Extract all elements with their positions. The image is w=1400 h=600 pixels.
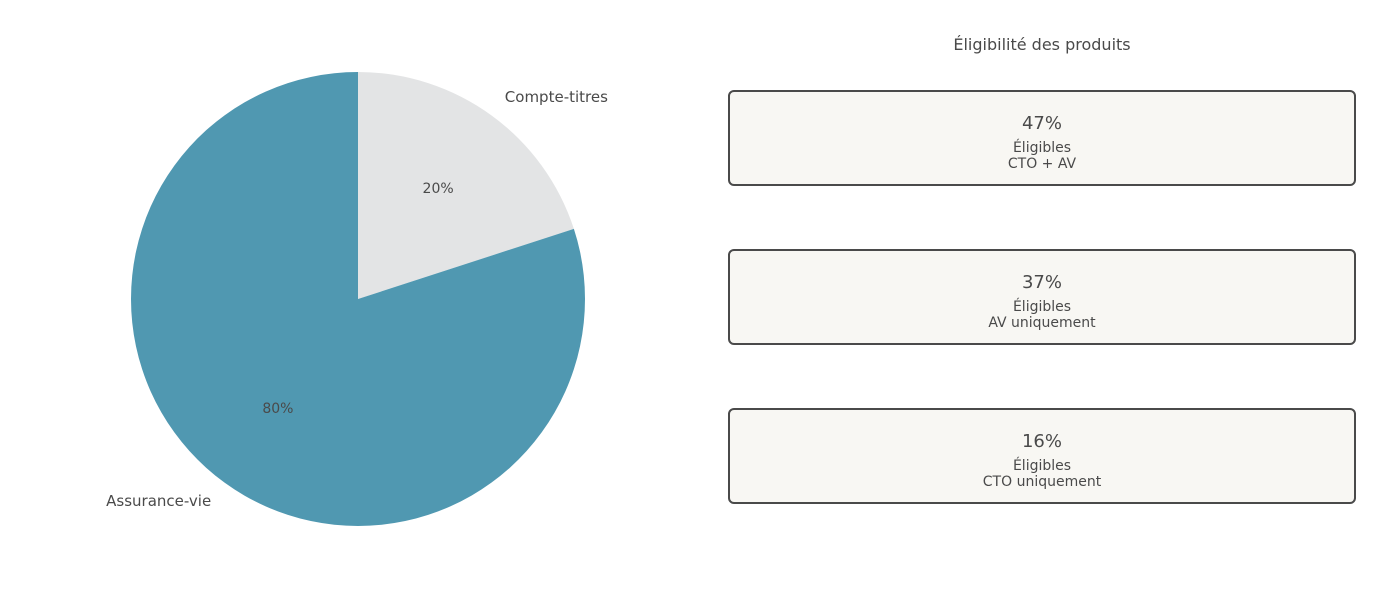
- card-sublabel: CTO uniquement: [982, 474, 1102, 490]
- eligibility-card-cto-av: 47% Éligibles CTO + AV: [728, 90, 1356, 186]
- pie-chart: 20% Compte-titres 80% Assurance-vie: [106, 72, 608, 526]
- eligibility-card-cto-only: 16% Éligibles CTO uniquement: [728, 408, 1356, 504]
- card-sublabel: AV uniquement: [988, 315, 1096, 331]
- pie-labels: 20% Compte-titres 80% Assurance-vie: [106, 88, 608, 510]
- panel-title: Éligibilité des produits: [953, 35, 1131, 54]
- card-label: Éligibles: [1012, 299, 1072, 315]
- eligibility-card-av-only: 37% Éligibles AV uniquement: [728, 249, 1356, 345]
- pie-slice-label: Compte-titres: [505, 88, 608, 106]
- card-label: Éligibles: [1012, 458, 1072, 474]
- card-label: Éligibles: [1012, 140, 1072, 156]
- pie-slices: [131, 72, 586, 526]
- card-percentage: 47%: [1021, 113, 1062, 134]
- pie-slice-percentage: 80%: [262, 401, 293, 417]
- pie-slice-assurance-vie: [131, 72, 586, 526]
- card-sublabel: CTO + AV: [1007, 156, 1077, 172]
- card-percentage: 37%: [1021, 272, 1062, 293]
- pie-slice-percentage: 20%: [423, 181, 454, 197]
- card-percentage: 16%: [1021, 431, 1062, 452]
- pie-slice-label: Assurance-vie: [106, 492, 211, 510]
- pie-slice-compte-titres: [358, 72, 574, 299]
